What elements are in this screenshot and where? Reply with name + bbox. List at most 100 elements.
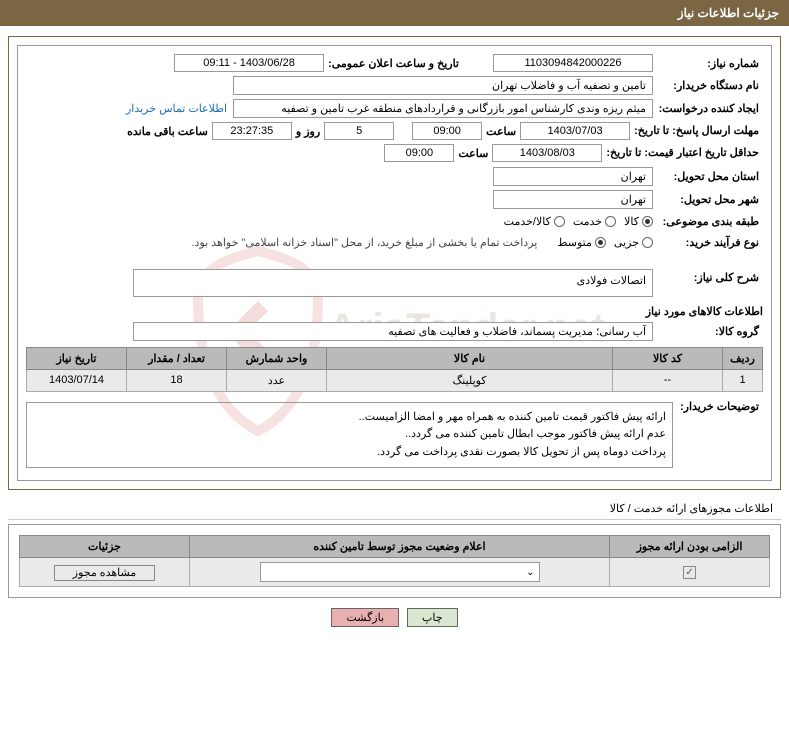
- row-buyer-org: نام دستگاه خریدار: تامین و تصفیه آب و فا…: [26, 76, 763, 95]
- td-code: --: [613, 369, 723, 391]
- purchase-radio-group: جزیی متوسط: [557, 236, 653, 249]
- validity-label: حداقل تاریخ اعتبار قیمت: تا تاریخ:: [602, 144, 763, 162]
- province-label: استان محل تحویل:: [653, 168, 763, 185]
- view-license-button[interactable]: مشاهده مجوز: [54, 565, 155, 581]
- class-radio-goods[interactable]: کالا: [624, 215, 653, 228]
- announce-label: تاریخ و ساعت اعلان عمومی:: [324, 55, 463, 72]
- td-unit: عدد: [227, 369, 327, 391]
- radio-icon: [554, 216, 565, 227]
- button-row: چاپ بازگشت: [0, 608, 789, 627]
- row-requester: ایجاد کننده درخواست: میثم ریزه وندی کارش…: [26, 99, 763, 118]
- license-section-title: اطلاعات مجوزهای ارائه خدمت / کالا: [8, 498, 781, 520]
- class-radio-service[interactable]: خدمت: [573, 215, 616, 228]
- lic-detail-cell: مشاهده مجوز: [20, 558, 190, 587]
- buyer-note-1: ارائه پیش فاکتور قیمت تامین کننده به همر…: [33, 409, 666, 427]
- deadline-date: 1403/07/03: [520, 122, 630, 140]
- th-qty: تعداد / مقدار: [127, 347, 227, 369]
- th-date: تاریخ نیاز: [27, 347, 127, 369]
- city-label: شهر محل تحویل:: [653, 191, 763, 208]
- page-header: جزئیات اطلاعات نیاز: [0, 0, 789, 26]
- row-group: گروه کالا: آب رسانی؛ مدیریت پسماند، فاضل…: [26, 322, 763, 341]
- purchase-radio-medium[interactable]: متوسط: [557, 236, 606, 249]
- table-header-row: ردیف کد کالا نام کالا واحد شمارش تعداد /…: [27, 347, 763, 369]
- license-section: اطلاعات مجوزهای ارائه خدمت / کالا الزامی…: [8, 498, 781, 598]
- purchase-radio-small[interactable]: جزیی: [614, 236, 653, 249]
- class-opt-2: کالا/خدمت: [504, 215, 551, 228]
- summary-label: شرح کلی نیاز:: [653, 269, 763, 286]
- validity-date: 1403/08/03: [492, 144, 602, 162]
- class-opt-1: خدمت: [573, 215, 602, 228]
- buyer-notes-box: ارائه پیش فاکتور قیمت تامین کننده به همر…: [26, 402, 673, 469]
- buyer-org-value: تامین و تصفیه آب و فاضلاب تهران: [233, 76, 653, 95]
- row-classification: طبقه بندی موضوعی: کالا خدمت کالا/خدمت: [26, 213, 763, 230]
- td-date: 1403/07/14: [27, 369, 127, 391]
- th-name: نام کالا: [327, 347, 613, 369]
- main-section: AriaTender.net شماره نیاز: 1103094842000…: [17, 45, 772, 481]
- days-label: روز و: [292, 123, 324, 140]
- row-city: شهر محل تحویل: تهران: [26, 190, 763, 209]
- radio-icon: [642, 216, 653, 227]
- th-row: ردیف: [723, 347, 763, 369]
- requester-value: میثم ریزه وندی کارشناس امور بازرگانی و ق…: [233, 99, 653, 118]
- print-button[interactable]: چاپ: [407, 608, 458, 627]
- goods-table: ردیف کد کالا نام کالا واحد شمارش تعداد /…: [26, 347, 763, 392]
- remain-label: ساعت باقی مانده: [123, 123, 212, 140]
- header-title: جزئیات اطلاعات نیاز: [678, 6, 779, 20]
- need-number-label: شماره نیاز:: [653, 55, 763, 72]
- th-code: کد کالا: [613, 347, 723, 369]
- contact-link[interactable]: اطلاعات تماس خریدار: [126, 102, 227, 115]
- chevron-down-icon: ⌄: [526, 567, 534, 578]
- requester-label: ایجاد کننده درخواست:: [653, 100, 763, 117]
- row-summary: شرح کلی نیاز: اتصالات فولادی: [26, 269, 763, 297]
- radio-icon: [595, 237, 606, 248]
- lic-th-0: الزامی بودن ارائه مجوز: [610, 536, 770, 558]
- purchase-note: پرداخت تمام یا بخشی از مبلغ خرید، از محل…: [192, 236, 538, 249]
- license-border: الزامی بودن ارائه مجوز اعلام وضعیت مجوز …: [8, 524, 781, 598]
- city-value: تهران: [493, 190, 653, 209]
- lic-status-cell: ⌄: [190, 558, 610, 587]
- goods-section-title: اطلاعات کالاهای مورد نیاز: [26, 305, 763, 318]
- buyer-org-label: نام دستگاه خریدار:: [653, 77, 763, 94]
- summary-value: اتصالات فولادی: [133, 269, 653, 297]
- group-value: آب رسانی؛ مدیریت پسماند، فاضلاب و فعالیت…: [133, 322, 653, 341]
- need-number-value: 1103094842000226: [493, 54, 653, 72]
- row-need-number: شماره نیاز: 1103094842000226 تاریخ و ساع…: [26, 54, 763, 72]
- class-radio-both[interactable]: کالا/خدمت: [504, 215, 565, 228]
- table-row: 1 -- کوپلینگ عدد 18 1403/07/14: [27, 369, 763, 391]
- class-radio-group: کالا خدمت کالا/خدمت: [504, 215, 653, 228]
- td-name: کوپلینگ: [327, 369, 613, 391]
- mandatory-checkbox[interactable]: ✓: [683, 566, 696, 579]
- main-border: AriaTender.net شماره نیاز: 1103094842000…: [8, 36, 781, 490]
- validity-time: 09:00: [384, 144, 454, 162]
- announce-value: 1403/06/28 - 09:11: [174, 54, 324, 72]
- purchase-opt-0: جزیی: [614, 236, 639, 249]
- license-row: ✓ ⌄ مشاهده مجوز: [20, 558, 770, 587]
- lic-mandatory-cell: ✓: [610, 558, 770, 587]
- buyer-notes-label: توضیحات خریدار:: [673, 398, 763, 415]
- status-dropdown[interactable]: ⌄: [260, 562, 540, 582]
- row-deadline: مهلت ارسال پاسخ: تا تاریخ: 1403/07/03 سا…: [26, 122, 763, 140]
- radio-icon: [642, 237, 653, 248]
- license-table: الزامی بودن ارائه مجوز اعلام وضعیت مجوز …: [19, 535, 770, 587]
- deadline-days: 5: [324, 122, 394, 140]
- class-opt-0: کالا: [624, 215, 639, 228]
- th-unit: واحد شمارش: [227, 347, 327, 369]
- radio-icon: [605, 216, 616, 227]
- purchase-opt-1: متوسط: [557, 236, 592, 249]
- td-qty: 18: [127, 369, 227, 391]
- deadline-time: 09:00: [412, 122, 482, 140]
- province-value: تهران: [493, 167, 653, 186]
- buyer-note-2: عدم ارائه پیش فاکتور موجب ابطال تامین کن…: [33, 426, 666, 444]
- validity-time-label: ساعت: [454, 145, 492, 162]
- group-label: گروه کالا:: [653, 323, 763, 340]
- row-buyer-notes: توضیحات خریدار: ارائه پیش فاکتور قیمت تا…: [26, 398, 763, 469]
- purchase-type-label: نوع فرآیند خرید:: [653, 234, 763, 251]
- lic-th-2: جزئیات: [20, 536, 190, 558]
- deadline-time-label: ساعت: [482, 123, 520, 140]
- row-province: استان محل تحویل: تهران: [26, 167, 763, 186]
- lic-th-1: اعلام وضعیت مجوز توسط تامین کننده: [190, 536, 610, 558]
- row-validity: حداقل تاریخ اعتبار قیمت: تا تاریخ: 1403/…: [26, 144, 763, 162]
- buyer-note-3: پرداخت دوماه پس از تحویل کالا بصورت نقدی…: [33, 444, 666, 462]
- back-button[interactable]: بازگشت: [331, 608, 399, 627]
- class-label: طبقه بندی موضوعی:: [653, 213, 763, 230]
